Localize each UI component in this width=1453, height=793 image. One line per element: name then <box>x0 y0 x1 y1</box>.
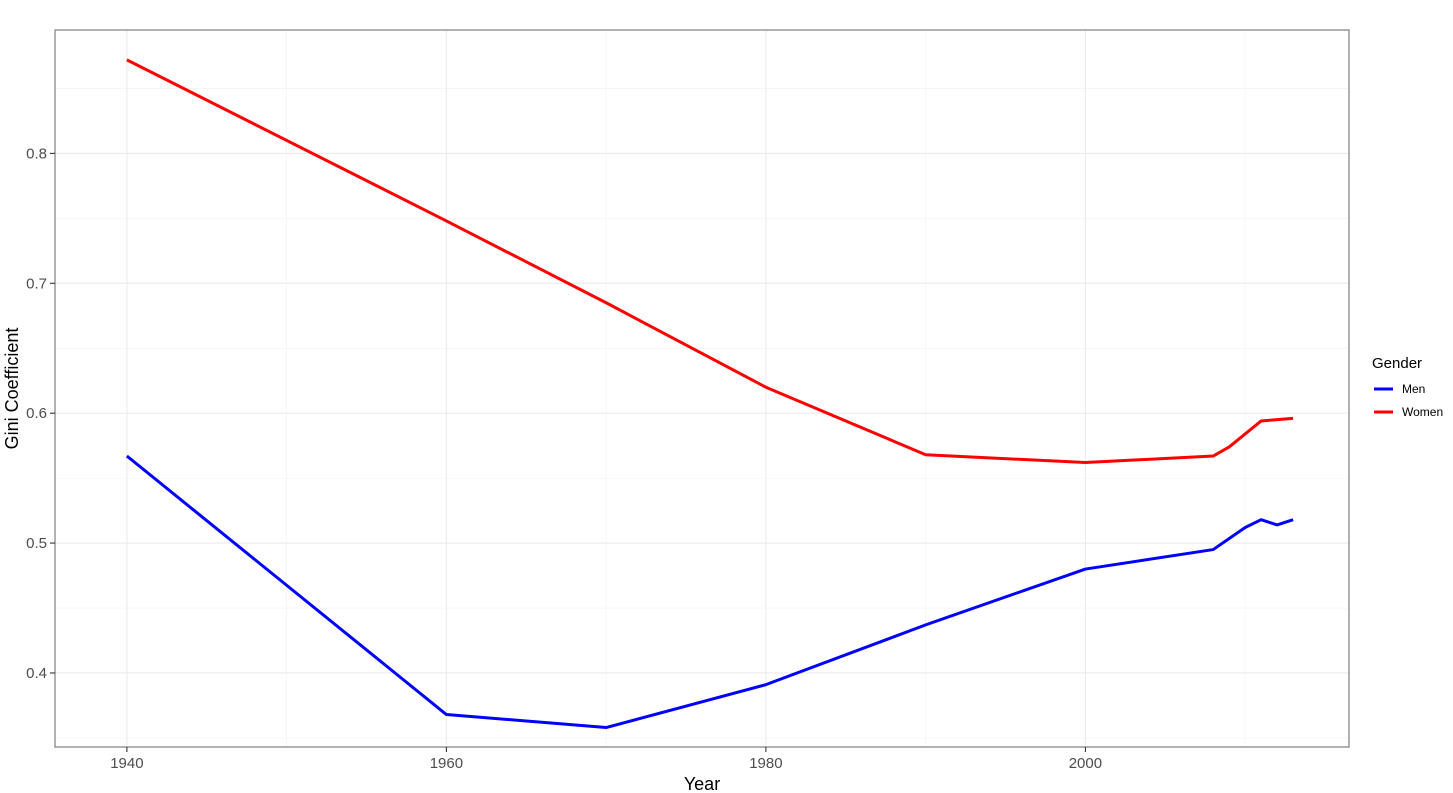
x-axis-title: Year <box>684 774 720 793</box>
y-axis-ticks: 0.4 0.5 0.6 0.7 0.8 <box>26 145 55 682</box>
plot-panel-border <box>54 29 1350 748</box>
y-tick-label: 0.5 <box>26 535 47 552</box>
legend-title: Gender <box>1372 355 1422 372</box>
major-gridlines <box>55 30 1349 747</box>
legend-label-women: Women <box>1402 405 1443 419</box>
series-lines <box>125 58 1294 730</box>
x-tick-label: 1940 <box>110 755 143 772</box>
minor-gridlines <box>55 30 1349 747</box>
series-line-women <box>126 58 1294 465</box>
legend-label-men: Men <box>1402 382 1425 396</box>
y-tick-label: 0.7 <box>26 275 47 292</box>
legend: Gender Men Women <box>1372 355 1443 419</box>
y-tick-label: 0.6 <box>26 405 47 422</box>
x-tick-label: 2000 <box>1069 755 1102 772</box>
x-axis-ticks: 1940 1960 1980 2000 <box>110 747 1102 772</box>
series-line-men <box>125 454 1294 730</box>
y-tick-label: 0.8 <box>26 145 47 162</box>
x-tick-label: 1960 <box>430 755 463 772</box>
y-axis-title: Gini Coefficient <box>2 328 22 450</box>
x-tick-label: 1980 <box>749 755 782 772</box>
y-tick-label: 0.4 <box>26 665 47 682</box>
